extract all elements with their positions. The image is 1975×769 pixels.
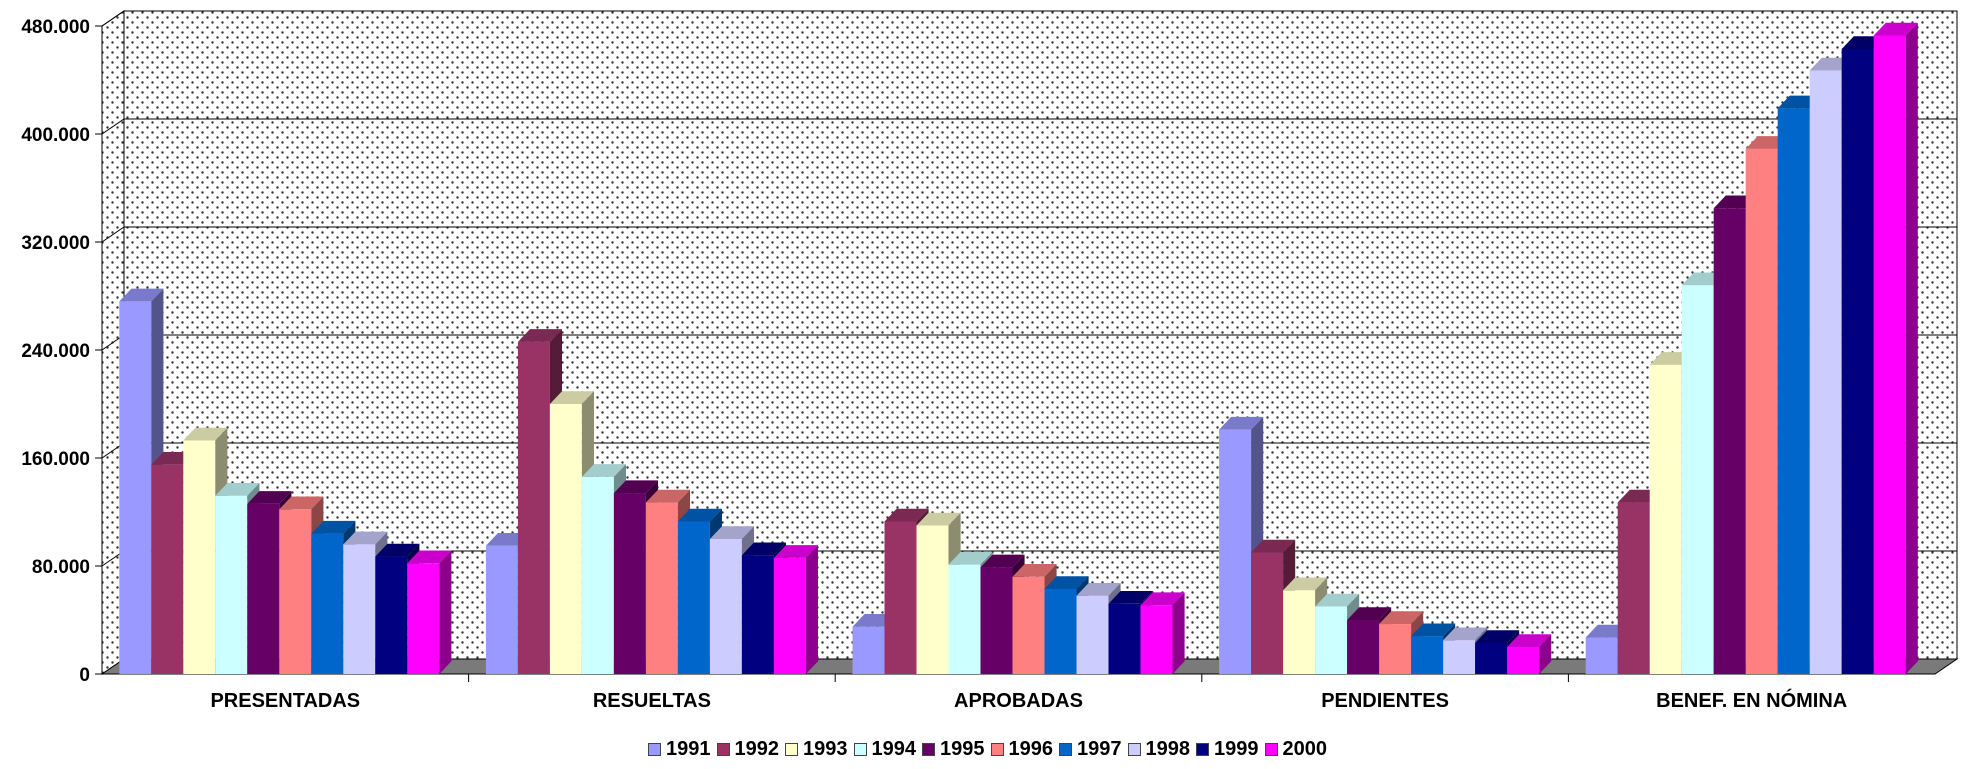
y-tick-label: 160.000	[21, 449, 90, 470]
legend-swatch	[1264, 743, 1278, 756]
legend-label: 1996	[1008, 738, 1054, 760]
bar-2000-resueltas	[773, 545, 818, 674]
gridline	[101, 118, 1957, 135]
bar-2000-aprobadas	[1140, 592, 1185, 674]
legend-item-1999: 1999	[1196, 738, 1259, 761]
legend-label: 1994	[871, 738, 917, 760]
legend-item-1995: 1995	[922, 738, 985, 761]
legend-swatch	[1127, 743, 1141, 756]
legend-item-2000: 2000	[1264, 738, 1328, 761]
legend-item-1992: 1992	[716, 738, 780, 761]
y-tick-label: 400.000	[21, 125, 90, 146]
chart-legend: 1991 1992 1993 1994 1995 1996 1997 1998 1999 2000	[0, 738, 1975, 761]
legend-label: 1998	[1145, 738, 1191, 760]
bar-chart-svg: 0 80.000 160.000 240.000 320.000 400.000 480.0…	[21, 10, 1959, 712]
bar-1997-pendientes	[1411, 623, 1456, 674]
x-tick-label: PRESENTADAS	[210, 690, 360, 712]
legend-label: 1997	[1077, 738, 1122, 760]
legend-swatch	[1196, 743, 1209, 756]
bar-1996-resueltas	[645, 489, 690, 674]
legend-swatch	[1059, 743, 1072, 756]
legend-item-1993: 1993	[785, 738, 848, 761]
legend-item-1998: 1998	[1127, 738, 1191, 761]
legend-label: 1995	[940, 738, 985, 760]
gridline	[101, 10, 1957, 27]
legend-swatch	[716, 743, 730, 756]
legend-label: 1999	[1214, 738, 1259, 760]
y-tick-label: 80.000	[32, 557, 90, 578]
legend-label: 1993	[803, 738, 848, 760]
legend-item-1996: 1996	[990, 738, 1054, 761]
legend-swatch	[785, 743, 798, 756]
bar-1991-pendientes	[1219, 416, 1264, 674]
legend-swatch	[922, 743, 935, 756]
legend-label: 2000	[1282, 738, 1328, 760]
gridline	[101, 226, 1957, 243]
x-tick-label: APROBADAS	[954, 690, 1083, 712]
bar-2000-presentadas	[407, 550, 452, 674]
x-tick-label: RESUELTAS	[593, 690, 711, 712]
legend-item-1994: 1994	[853, 738, 917, 761]
bar-2000-benef-en-n-mina	[1873, 22, 1918, 674]
x-tick-label: PENDIENTES	[1321, 690, 1449, 712]
legend-swatch	[853, 743, 867, 756]
legend-label: 1991	[666, 738, 711, 760]
legend-swatch	[990, 743, 1004, 756]
y-tick-label: 0	[79, 665, 90, 686]
legend-item-1997: 1997	[1059, 738, 1122, 761]
legend-label: 1992	[734, 738, 780, 760]
y-tick-label: 480.000	[21, 17, 90, 38]
bar-2000-pendientes	[1507, 634, 1552, 674]
legend-swatch	[648, 743, 661, 756]
legend-item-1991: 1991	[648, 738, 711, 761]
x-tick-label: BENEF. EN NÓMINA	[1656, 688, 1847, 712]
y-tick-label: 240.000	[21, 341, 90, 362]
y-tick-label: 320.000	[21, 233, 90, 254]
